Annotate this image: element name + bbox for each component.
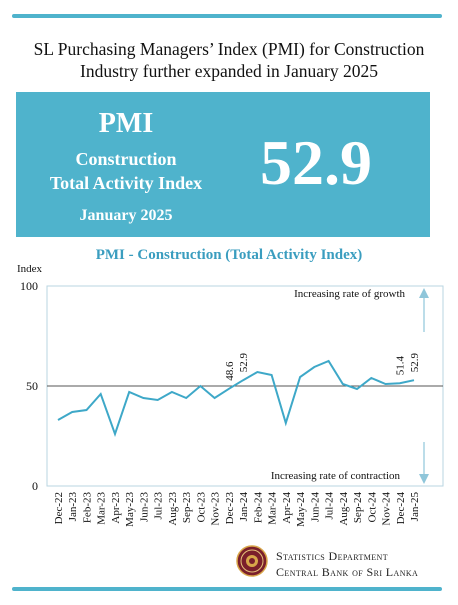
annotation-contraction: Increasing rate of contraction bbox=[271, 470, 401, 482]
data-label: 52.9 bbox=[238, 352, 250, 372]
banner-pmi-label: PMI bbox=[98, 108, 154, 139]
x-tick-label: Feb-24 bbox=[252, 492, 264, 524]
arrow-down-icon bbox=[419, 442, 429, 484]
headline-line-1: SL Purchasing Managers’ Index (PMI) for … bbox=[33, 39, 425, 59]
banner-pmi-value: 52.9 bbox=[260, 127, 372, 198]
footer-department: Statistics Department bbox=[276, 549, 388, 563]
data-label: 51.4 bbox=[395, 355, 407, 375]
x-tick-label: Jan-23 bbox=[67, 492, 79, 522]
x-tick-label: Oct-23 bbox=[195, 492, 207, 523]
footer-bank: Central Bank of Sri Lanka bbox=[276, 565, 419, 579]
x-tick-label: May-24 bbox=[295, 492, 307, 527]
x-tick-label: Aug-24 bbox=[338, 492, 350, 526]
data-label: 52.9 bbox=[409, 352, 421, 372]
x-tick-label: Oct-24 bbox=[366, 492, 378, 523]
central-bank-emblem-icon bbox=[236, 545, 268, 577]
banner-subtitle: Construction Total Activity Index bbox=[16, 147, 236, 195]
data-label: 48.6 bbox=[224, 361, 236, 381]
x-tick-label: Aug-23 bbox=[167, 492, 179, 526]
banner-date: January 2025 bbox=[79, 207, 173, 224]
banner-subtitle-line-2: Total Activity Index bbox=[49, 173, 203, 193]
x-tick-label: Apr-23 bbox=[110, 492, 122, 524]
x-tick-label: Sep-23 bbox=[181, 492, 193, 524]
headline: SL Purchasing Managers’ Index (PMI) for … bbox=[0, 38, 458, 82]
y-tick-label: 0 bbox=[32, 479, 38, 493]
x-tick-label: Jan-25 bbox=[409, 492, 421, 522]
bottom-rule bbox=[12, 587, 442, 591]
series-line bbox=[57, 359, 415, 438]
arrow-up-icon bbox=[419, 288, 429, 332]
x-tick-label: Feb-23 bbox=[81, 492, 93, 524]
x-tick-label: Dec-22 bbox=[53, 492, 65, 524]
x-tick-label: Apr-24 bbox=[281, 492, 293, 524]
y-axis-title: Index bbox=[17, 263, 43, 275]
banner-subtitle-line-1: Construction bbox=[75, 149, 177, 169]
x-tick-label: Nov-24 bbox=[381, 492, 393, 526]
pmi-line-chart: Index 0 50 100 Increasing rate of growth I… bbox=[17, 263, 444, 527]
x-tick-label: May-23 bbox=[124, 492, 136, 527]
x-tick-label: Mar-24 bbox=[267, 492, 279, 525]
x-tick-label: Mar-23 bbox=[96, 492, 108, 525]
x-tick-label: Jan-24 bbox=[238, 492, 250, 522]
annotation-growth: Increasing rate of growth bbox=[294, 288, 405, 300]
y-tick-label: 50 bbox=[26, 379, 38, 393]
banner-text-block: PMI Construction Total Activity Index Ja… bbox=[16, 92, 236, 237]
pmi-banner: PMI Construction Total Activity Index Ja… bbox=[16, 92, 430, 237]
headline-line-2: Industry further expanded in January 202… bbox=[80, 61, 378, 81]
x-tick-label: Jul-24 bbox=[324, 492, 336, 520]
top-rule bbox=[12, 14, 442, 18]
x-tick-label: Sep-24 bbox=[352, 492, 364, 524]
footer-institution: Statistics Department Central Bank of Sr… bbox=[276, 548, 418, 580]
x-tick-label: Jul-23 bbox=[153, 492, 165, 520]
x-tick-label: Jun-23 bbox=[138, 492, 150, 522]
x-tick-label: Dec-24 bbox=[395, 492, 407, 525]
x-tick-label: Dec-23 bbox=[224, 492, 236, 525]
x-tick-label: Jun-24 bbox=[309, 492, 321, 522]
y-tick-label: 100 bbox=[20, 279, 38, 293]
x-tick-label: Nov-23 bbox=[210, 492, 222, 526]
chart-title: PMI - Construction (Total Activity Index… bbox=[95, 247, 363, 263]
